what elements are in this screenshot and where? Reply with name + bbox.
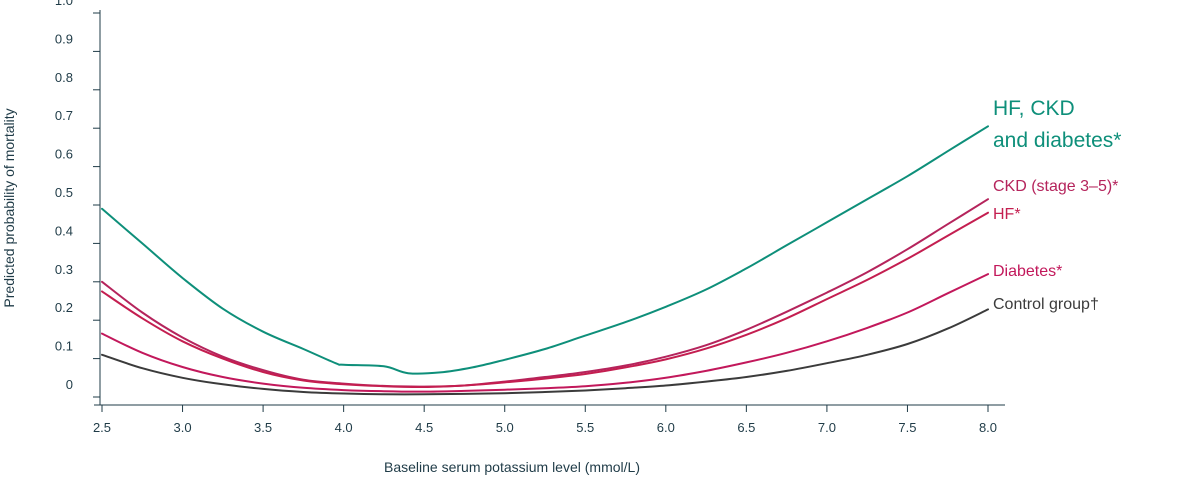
x-tick-label: 4.0	[335, 420, 353, 435]
x-tick-label: 6.0	[657, 420, 675, 435]
series-labels: HF, CKD and diabetes* CKD (stage 3–5)* HF* D…	[993, 97, 1121, 313]
series-label-line: CKD (stage 3–5)*	[993, 178, 1118, 195]
series-line-ckd	[101, 198, 989, 388]
x-tick-label: 4.5	[415, 420, 433, 435]
x-tick-label: 3.5	[254, 420, 272, 435]
x-axis-title: Baseline serum potassium level (mmol/L)	[384, 459, 640, 475]
y-axis: 0 0.1 0.2 0.3 0.4 0.5 0.6 0.7 0.8 0.9 1.0	[55, 0, 101, 405]
x-tick-label: 3.0	[174, 420, 192, 435]
x-tick-label: 7.0	[818, 420, 836, 435]
y-tick-label: 0.3	[55, 262, 73, 277]
series-line-hf	[101, 211, 989, 389]
x-axis: 2.5 3.0 3.5 4.0 4.5 5.0 5.5 6.0 6.5 7.0 7.5 8.0	[93, 404, 1005, 435]
y-tick-label: 0.5	[55, 185, 73, 200]
x-tick-label: 5.0	[496, 420, 514, 435]
y-tick-label: 0.2	[55, 300, 73, 315]
y-tick-label: 0.7	[55, 108, 73, 123]
series-label-line: HF*	[993, 206, 1021, 223]
y-tick-label: 0	[66, 377, 73, 392]
series-line-diabetes	[101, 273, 989, 393]
x-tick-label: 2.5	[93, 420, 111, 435]
x-tick-label: 7.5	[898, 420, 916, 435]
x-tick-label: 8.0	[979, 420, 997, 435]
label-diabetes: Diabetes*	[993, 263, 1062, 280]
label-control-group: Control group†	[993, 296, 1099, 313]
y-axis-title: Predicted probability of mortality	[1, 108, 17, 307]
y-tick-label: 0.8	[55, 70, 73, 85]
label-hf-ckd-diabetes: HF, CKD and diabetes*	[993, 97, 1121, 152]
series-label-line: HF, CKD	[993, 97, 1075, 120]
series-line-hf-ckd-diabetes	[101, 125, 989, 375]
x-tick-label: 6.5	[737, 420, 755, 435]
y-tick-label: 0.6	[55, 147, 73, 162]
x-tick-label: 5.5	[576, 420, 594, 435]
label-ckd: CKD (stage 3–5)*	[993, 178, 1118, 195]
series-label-line: Control group†	[993, 296, 1099, 313]
label-hf: HF*	[993, 206, 1021, 223]
series-label-line: Diabetes*	[993, 263, 1062, 280]
y-tick-label: 0.9	[55, 31, 73, 46]
series-line-control	[101, 308, 989, 396]
series-label-line: and diabetes*	[993, 129, 1121, 152]
y-tick-label: 0.4	[55, 223, 73, 238]
series-lines	[101, 125, 989, 396]
y-tick-label: 0.1	[55, 339, 73, 354]
y-tick-label: 1.0	[55, 0, 73, 8]
